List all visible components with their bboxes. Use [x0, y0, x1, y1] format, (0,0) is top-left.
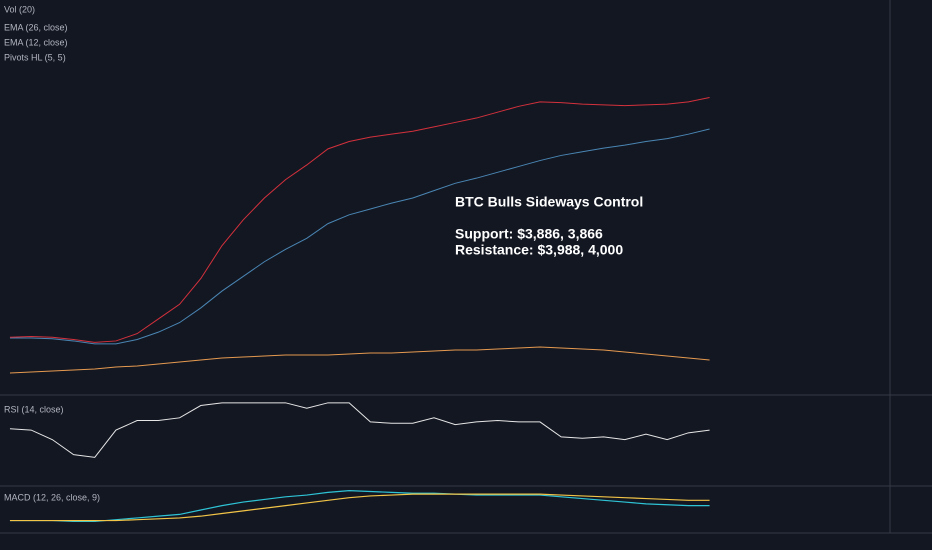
- rsi-line: [9, 402, 710, 458]
- legend-macd: MACD (12, 26, close, 9): [4, 492, 100, 502]
- volume-ma: [9, 346, 710, 374]
- legend-ema26: EMA (26, close): [4, 22, 68, 32]
- legend-pivots: Pivots HL (5, 5): [4, 52, 66, 62]
- macd-line: [9, 493, 710, 522]
- annotation: Support: $3,886, 3,866: [455, 226, 603, 242]
- annotation: BTC Bulls Sideways Control: [455, 194, 643, 210]
- legend-ema12: EMA (12, close): [4, 37, 68, 47]
- annotation: Resistance: $3,988, 4,000: [455, 242, 623, 258]
- ema-line: [9, 128, 710, 345]
- legend-rsi: RSI (14, close): [4, 404, 64, 414]
- ema-line: [9, 97, 710, 343]
- macd-line: [9, 490, 710, 523]
- legend-volume: Vol (20): [4, 4, 35, 14]
- plot: [9, 97, 710, 523]
